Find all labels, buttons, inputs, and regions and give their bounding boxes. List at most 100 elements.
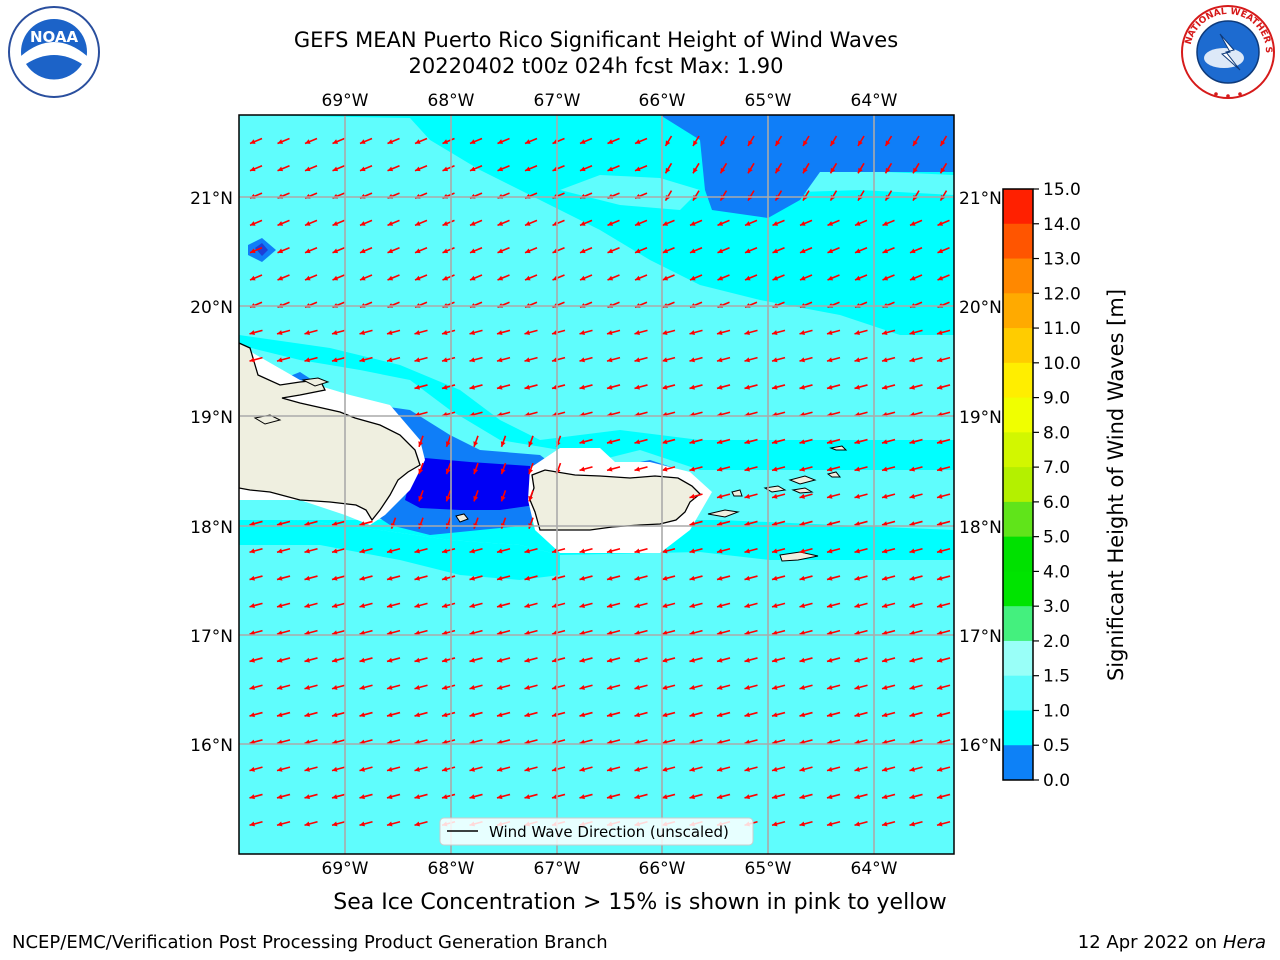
wave-direction-arrow	[662, 246, 675, 254]
wave-direction-arrow	[414, 657, 428, 663]
wave-direction-arrow	[331, 547, 346, 554]
wave-direction-arrow	[634, 575, 648, 581]
wave-direction-arrow	[634, 657, 648, 663]
wave-direction-arrow	[936, 356, 951, 363]
lon-label: 67°W	[534, 91, 581, 111]
wave-direction-arrow	[497, 219, 510, 227]
wave-direction-arrow	[496, 766, 511, 772]
wave-direction-arrow	[744, 329, 758, 335]
wave-direction-arrow	[442, 274, 455, 281]
wave-direction-arrow	[500, 435, 507, 448]
wave-direction-arrow	[716, 629, 731, 636]
wave-direction-arrow	[826, 466, 841, 472]
wave-direction-arrow	[799, 575, 813, 581]
wave-direction-arrow	[937, 274, 950, 281]
wave-direction-arrow	[414, 629, 428, 636]
wave-direction-arrow	[606, 657, 621, 663]
wave-direction-arrow	[579, 246, 593, 254]
wave-direction-arrow	[799, 820, 813, 827]
wave-direction-arrow	[854, 547, 868, 554]
wave-direction-arrow	[276, 520, 291, 527]
wave-direction-arrow	[634, 356, 648, 363]
wave-direction-arrow	[799, 356, 813, 363]
wave-direction-arrow	[331, 793, 346, 800]
wave-direction-arrow	[689, 684, 703, 690]
wave-direction-arrow	[634, 547, 648, 554]
wave-direction-arrow	[418, 490, 424, 502]
wave-direction-arrow	[909, 493, 923, 499]
colorbar: 15.0 14.0 13.0 12.0 11.0 10.0 9.0 8.0 7.0 6.0 5.0 4…	[1002, 180, 1081, 791]
wave-direction-arrow	[304, 684, 318, 690]
wave-direction-arrow	[716, 684, 731, 690]
wave-direction-arrow	[881, 466, 896, 472]
wave-direction-arrow	[747, 162, 755, 174]
wave-direction-arrow	[936, 657, 951, 663]
lat-label: 21°N	[190, 189, 233, 209]
colorbar-segment	[1003, 189, 1033, 225]
lon-label: 66°W	[639, 859, 686, 879]
wave-direction-arrow	[414, 547, 428, 554]
wave-direction-arrow	[304, 629, 318, 636]
wave-direction-arrow	[359, 165, 373, 172]
wave-direction-arrow	[469, 384, 483, 390]
footer-credit: NCEP/EMC/Verification Post Processing Pr…	[12, 932, 608, 953]
wave-direction-arrow	[469, 547, 483, 554]
wave-direction-arrow	[524, 793, 538, 800]
wave-direction-arrow	[634, 629, 648, 636]
wave-direction-arrow	[661, 657, 676, 663]
wave-direction-arrow	[634, 793, 648, 800]
wave-direction-arrow	[414, 684, 428, 690]
wave-direction-arrow	[277, 165, 290, 172]
wave-direction-arrow	[387, 246, 400, 254]
nws-logo: NATIONAL WEATHER SERVICE	[1178, 4, 1275, 99]
wave-direction-arrow	[881, 766, 896, 772]
wave-direction-arrow	[692, 162, 700, 174]
lon-label: 64°W	[851, 91, 898, 111]
wave-direction-arrow	[826, 575, 841, 581]
wave-direction-arrow	[524, 602, 538, 608]
wave-direction-arrow	[936, 438, 951, 445]
wave-direction-arrow	[909, 438, 923, 445]
wave-direction-arrow	[579, 165, 593, 172]
wave-direction-arrow	[881, 493, 896, 499]
wave-direction-arrow	[634, 766, 648, 772]
wave-direction-arrow	[826, 547, 841, 554]
wave-direction-arrow	[304, 356, 318, 363]
wave-direction-arrow	[445, 435, 452, 448]
wave-direction-arrow	[359, 274, 373, 281]
wave-direction-arrow	[304, 274, 318, 281]
wave-direction-arrow	[331, 629, 346, 636]
wave-direction-arrow	[661, 466, 676, 472]
wave-direction-arrow	[799, 274, 813, 281]
wave-direction-arrow	[744, 547, 758, 554]
wave-direction-arrow	[331, 520, 346, 527]
wave-direction-arrow	[524, 219, 538, 227]
wave-direction-arrow	[771, 684, 786, 690]
lat-labels-left: 21°N 20°N 19°N 18°N 17°N 16°N	[190, 189, 233, 756]
wave-direction-arrow	[854, 820, 868, 827]
wave-direction-arrow	[469, 274, 483, 281]
wave-direction-arrow	[854, 602, 868, 608]
wave-direction-arrow	[799, 766, 813, 772]
wave-direction-arrow	[359, 657, 373, 663]
wave-direction-arrow	[689, 793, 703, 800]
wave-direction-arrow	[634, 165, 648, 172]
wave-direction-arrow	[826, 657, 841, 663]
wave-direction-arrow	[661, 684, 676, 690]
wave-direction-arrow	[386, 356, 401, 363]
wave-direction-arrow	[939, 162, 948, 174]
colorbar-segment	[1003, 223, 1033, 260]
wave-direction-arrow	[249, 766, 263, 772]
wave-direction-arrow	[909, 329, 923, 335]
wave-direction-arrow	[909, 684, 923, 690]
wave-direction-arrow	[802, 135, 810, 147]
colorbar-segment	[1003, 710, 1033, 746]
wave-direction-arrow	[276, 329, 291, 335]
wave-direction-arrow	[689, 629, 703, 636]
wave-direction-arrow	[771, 629, 786, 636]
wave-direction-arrow	[909, 547, 923, 554]
wave-direction-arrow	[414, 274, 428, 281]
wave-direction-arrow	[387, 219, 400, 227]
wave-direction-arrow	[909, 384, 923, 390]
